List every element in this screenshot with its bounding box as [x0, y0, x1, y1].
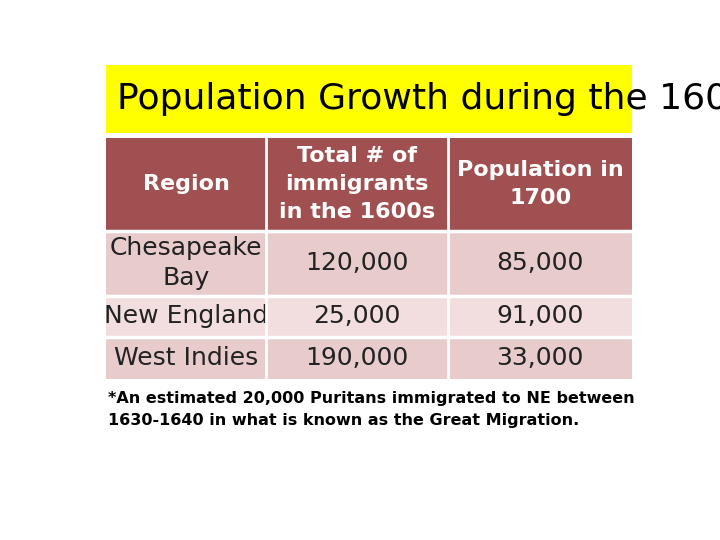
Text: Chesapeake
Bay: Chesapeake Bay [109, 237, 262, 290]
Text: 25,000: 25,000 [313, 305, 401, 328]
Text: 190,000: 190,000 [305, 346, 409, 370]
Text: 91,000: 91,000 [497, 305, 584, 328]
Text: Population Growth during the 1600s: Population Growth during the 1600s [117, 82, 720, 116]
Text: 33,000: 33,000 [497, 346, 584, 370]
Text: Population in
1700: Population in 1700 [456, 160, 624, 208]
Bar [106, 295, 632, 337]
Text: 120,000: 120,000 [305, 251, 409, 275]
Text: Region: Region [143, 174, 230, 194]
Bar [106, 138, 632, 231]
Text: West Indies: West Indies [114, 346, 258, 370]
Text: *An estimated 20,000 Puritans immigrated to NE between
1630-1640 in what is know: *An estimated 20,000 Puritans immigrated… [109, 391, 635, 428]
Text: Total # of
immigrants
in the 1600s: Total # of immigrants in the 1600s [279, 146, 435, 222]
Text: New England: New England [104, 305, 268, 328]
Bar [106, 231, 632, 295]
Text: 85,000: 85,000 [497, 251, 584, 275]
Bar [106, 65, 632, 133]
Bar [106, 337, 632, 379]
